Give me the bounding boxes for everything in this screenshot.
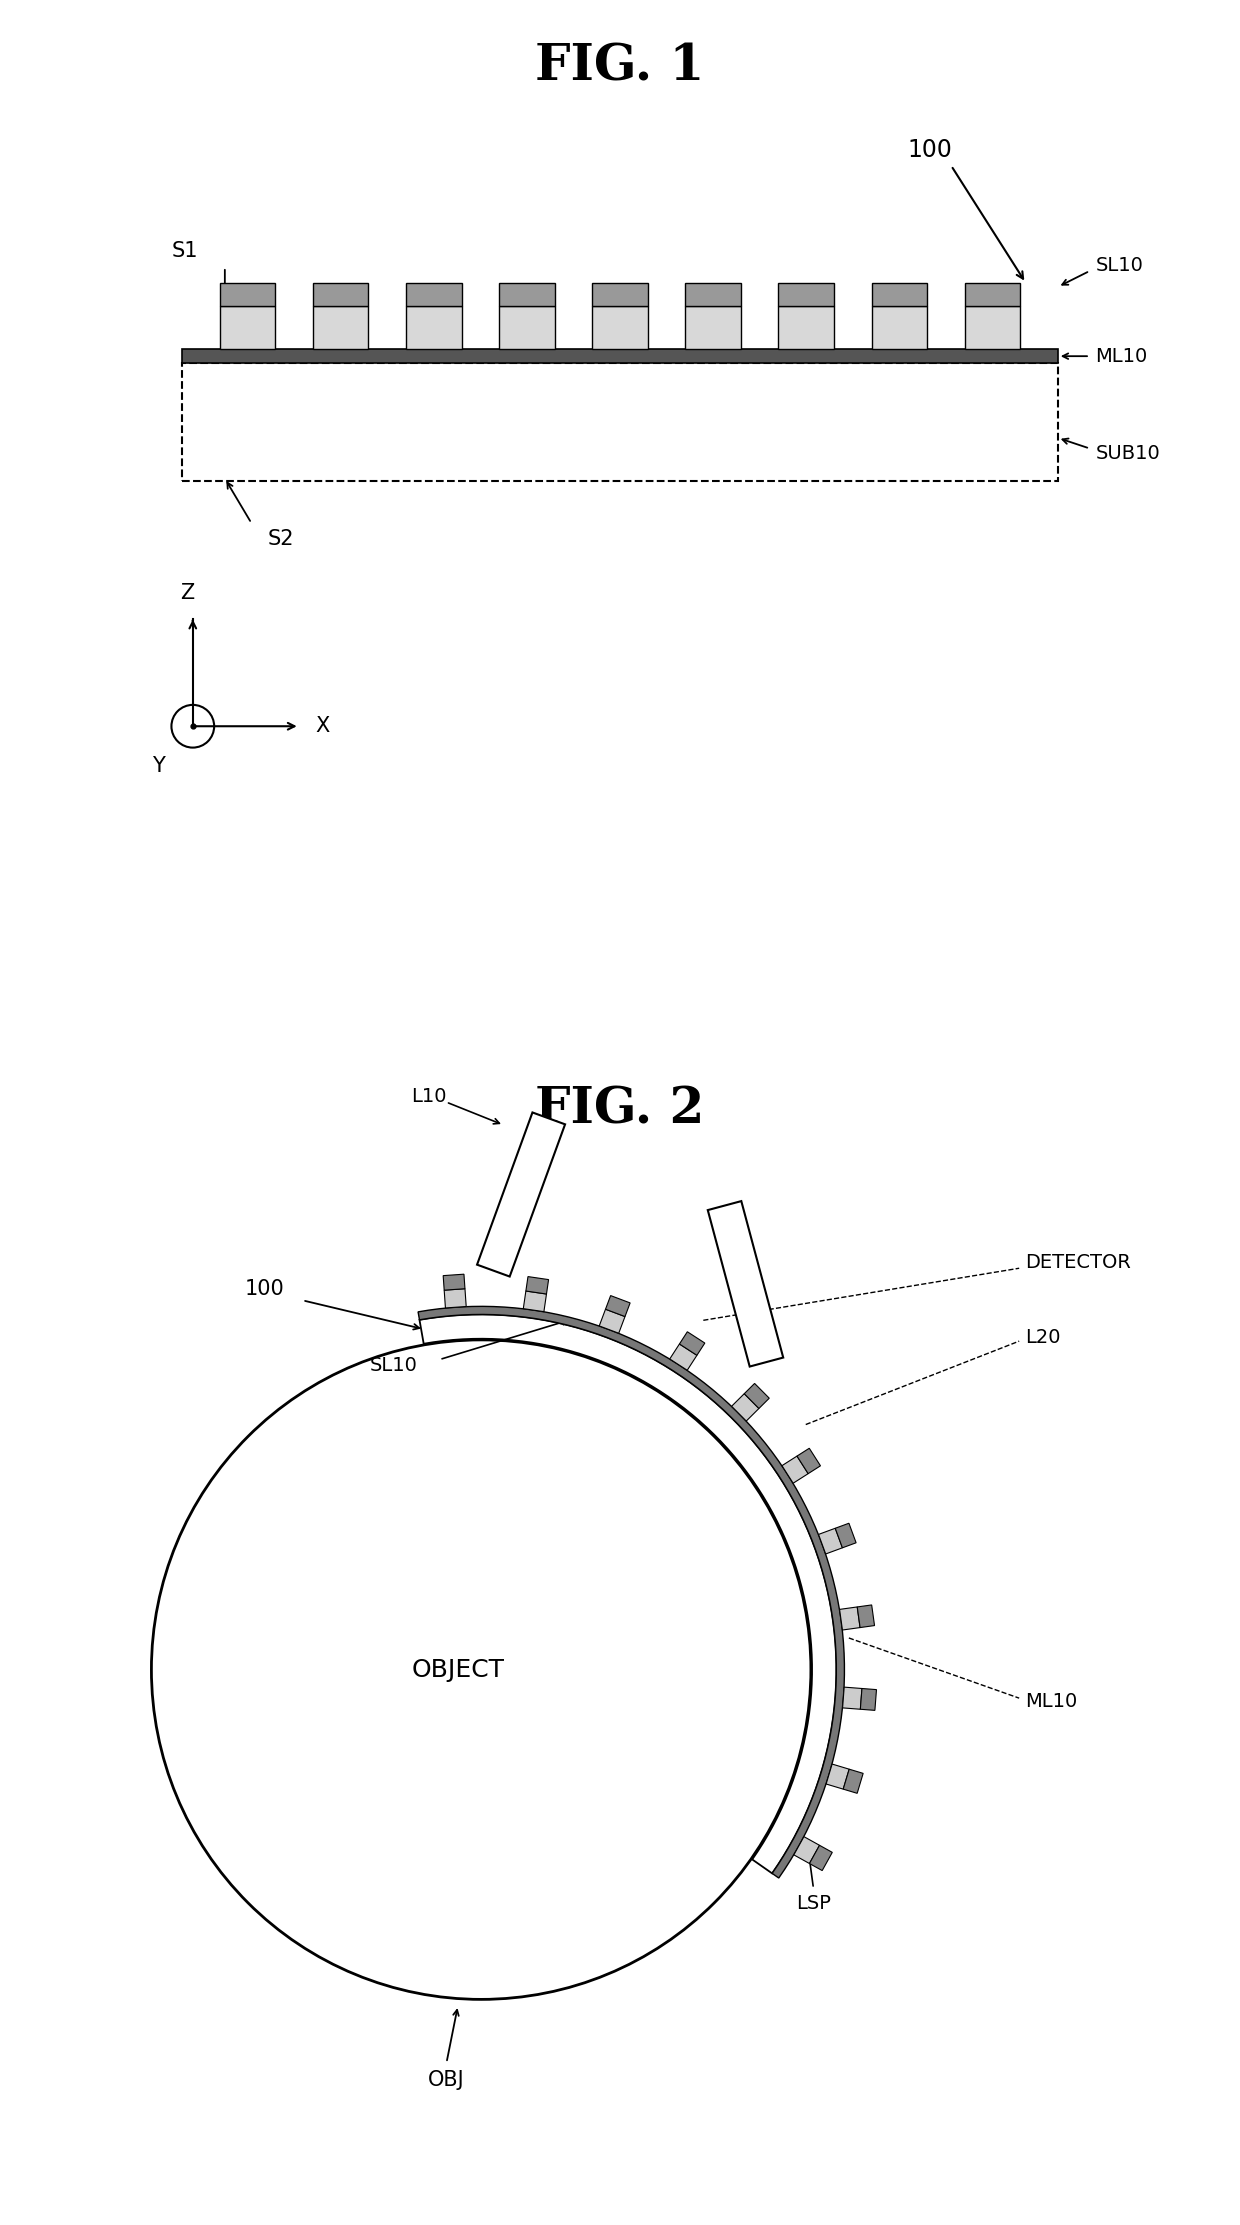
Polygon shape	[826, 1764, 849, 1789]
Text: DETECTOR: DETECTOR	[1025, 1253, 1131, 1273]
Polygon shape	[444, 1288, 466, 1308]
Bar	[219, 307, 275, 349]
Text: L10: L10	[412, 1086, 446, 1106]
Text: ML10: ML10	[1095, 347, 1147, 365]
Text: Y: Y	[153, 756, 165, 777]
Polygon shape	[810, 1845, 832, 1871]
Polygon shape	[857, 1604, 874, 1626]
Text: L20: L20	[1025, 1328, 1060, 1346]
Bar	[965, 307, 1021, 349]
Polygon shape	[418, 1306, 844, 1878]
Text: S2: S2	[268, 530, 294, 550]
Polygon shape	[744, 1384, 769, 1408]
Bar	[686, 307, 740, 349]
Polygon shape	[732, 1393, 759, 1422]
Polygon shape	[523, 1290, 547, 1313]
Bar	[779, 283, 835, 307]
Text: SUB10: SUB10	[1095, 445, 1159, 463]
Text: SL10: SL10	[370, 1355, 418, 1375]
Text: LSP: LSP	[796, 1893, 831, 1914]
Polygon shape	[861, 1689, 877, 1711]
Bar	[405, 283, 461, 307]
Polygon shape	[843, 1687, 862, 1709]
Bar	[965, 283, 1021, 307]
Polygon shape	[782, 1455, 808, 1484]
Bar	[872, 283, 928, 307]
Text: FIG. 2: FIG. 2	[536, 1086, 704, 1135]
Text: 100: 100	[908, 138, 952, 162]
Polygon shape	[836, 1524, 856, 1549]
Polygon shape	[839, 1606, 861, 1631]
Bar	[872, 307, 928, 349]
Polygon shape	[443, 1275, 465, 1290]
Bar	[182, 349, 1058, 363]
Bar	[312, 307, 368, 349]
Bar	[593, 307, 647, 349]
Text: SL10: SL10	[1095, 256, 1143, 276]
Text: Z: Z	[180, 583, 195, 603]
Polygon shape	[419, 1315, 836, 1873]
Text: OBJECT: OBJECT	[412, 1658, 505, 1682]
Polygon shape	[680, 1333, 704, 1355]
Polygon shape	[797, 1448, 821, 1473]
Bar	[219, 283, 275, 307]
Bar	[312, 283, 368, 307]
Bar	[779, 307, 835, 349]
Polygon shape	[477, 1112, 565, 1277]
Bar	[686, 283, 740, 307]
Polygon shape	[526, 1277, 548, 1295]
Polygon shape	[843, 1769, 863, 1793]
Bar	[500, 283, 554, 307]
Bar	[593, 283, 647, 307]
Text: 100: 100	[244, 1279, 284, 1299]
Bar	[500, 307, 554, 349]
Polygon shape	[670, 1344, 697, 1371]
Bar	[405, 307, 461, 349]
Text: X: X	[316, 716, 330, 736]
Polygon shape	[708, 1202, 784, 1366]
Polygon shape	[818, 1529, 842, 1553]
Polygon shape	[794, 1836, 820, 1865]
Text: OBJ: OBJ	[428, 2071, 465, 2089]
Text: ML10: ML10	[1025, 1691, 1078, 1711]
Polygon shape	[605, 1295, 630, 1317]
Bar	[182, 363, 1058, 481]
Text: FIG. 1: FIG. 1	[536, 42, 704, 91]
Polygon shape	[599, 1308, 625, 1333]
Text: S1: S1	[171, 240, 198, 260]
